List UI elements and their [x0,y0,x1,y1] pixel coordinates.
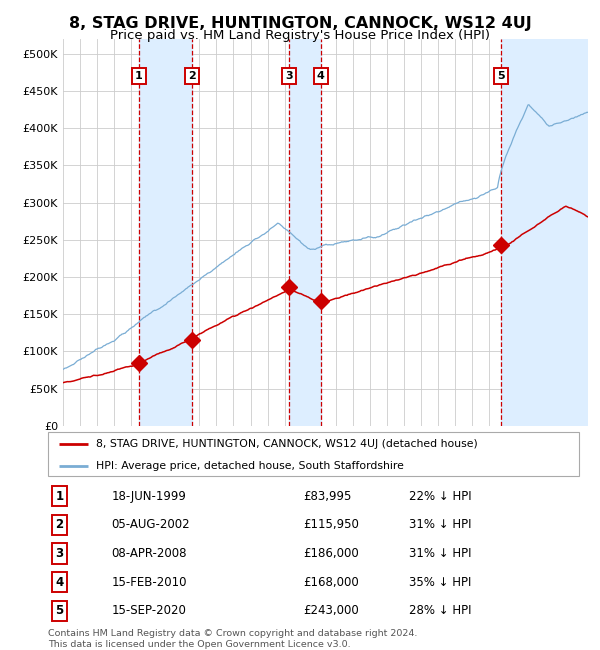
Text: 08-APR-2008: 08-APR-2008 [112,547,187,560]
Text: 05-AUG-2002: 05-AUG-2002 [112,519,190,532]
Text: Price paid vs. HM Land Registry's House Price Index (HPI): Price paid vs. HM Land Registry's House … [110,29,490,42]
Text: 28% ↓ HPI: 28% ↓ HPI [409,604,472,617]
FancyBboxPatch shape [48,432,579,476]
Text: 2: 2 [56,519,64,532]
Text: 22% ↓ HPI: 22% ↓ HPI [409,490,472,503]
Text: 3: 3 [286,71,293,81]
Text: 31% ↓ HPI: 31% ↓ HPI [409,519,472,532]
Text: £115,950: £115,950 [303,519,359,532]
Text: 4: 4 [317,71,325,81]
Bar [289,39,321,426]
Text: HPI: Average price, detached house, South Staffordshire: HPI: Average price, detached house, Sout… [96,461,404,471]
Text: 31% ↓ HPI: 31% ↓ HPI [409,547,472,560]
Bar [501,39,588,426]
Text: £186,000: £186,000 [303,547,359,560]
Text: £243,000: £243,000 [303,604,359,617]
Text: 8, STAG DRIVE, HUNTINGTON, CANNOCK, WS12 4UJ: 8, STAG DRIVE, HUNTINGTON, CANNOCK, WS12… [68,16,532,31]
Text: Contains HM Land Registry data © Crown copyright and database right 2024.
This d: Contains HM Land Registry data © Crown c… [48,629,418,649]
Text: 35% ↓ HPI: 35% ↓ HPI [409,576,472,589]
Text: 1: 1 [135,71,143,81]
Text: 4: 4 [56,576,64,589]
Text: 2: 2 [188,71,196,81]
Text: 15-FEB-2010: 15-FEB-2010 [112,576,187,589]
Text: 1: 1 [56,490,64,503]
Text: 15-SEP-2020: 15-SEP-2020 [112,604,187,617]
Text: 5: 5 [497,71,505,81]
Text: 18-JUN-1999: 18-JUN-1999 [112,490,187,503]
Text: 8, STAG DRIVE, HUNTINGTON, CANNOCK, WS12 4UJ (detached house): 8, STAG DRIVE, HUNTINGTON, CANNOCK, WS12… [96,439,478,449]
Text: £168,000: £168,000 [303,576,359,589]
Text: £83,995: £83,995 [303,490,351,503]
Text: 3: 3 [56,547,64,560]
Bar [139,39,193,426]
Text: 5: 5 [56,604,64,617]
